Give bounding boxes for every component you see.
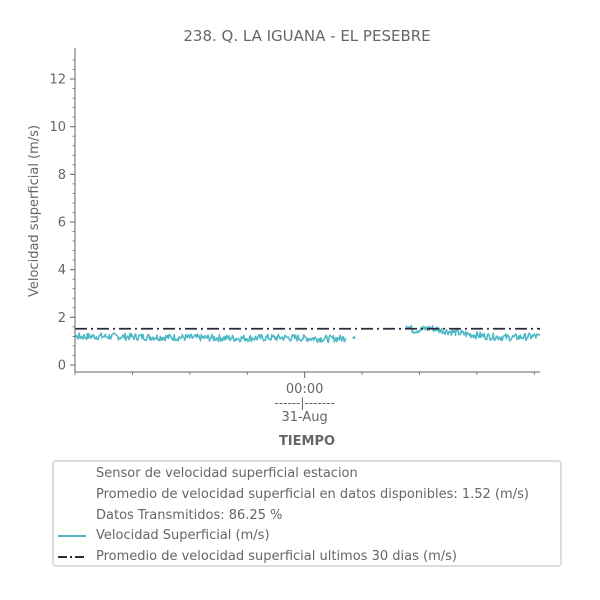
y-tick-label: 4 [58, 263, 66, 278]
velocity-line-segment [75, 332, 347, 344]
y-tick-label: 12 [49, 73, 66, 88]
legend-series-row: Velocidad Superficial (m/s) [54, 526, 560, 546]
y-tick-label: 6 [58, 216, 66, 231]
legend: Sensor de velocidad superficial estacion… [52, 460, 562, 567]
legend-info-row: Promedio de velocidad superficial en dat… [54, 485, 560, 505]
legend-transmitted-text: Datos Transmitidos: 86.25 % [96, 508, 283, 523]
y-axis-label: Velocidad superficial (m/s) [27, 125, 42, 297]
legend-swatch-average [58, 556, 86, 558]
y-tick-label: 10 [49, 120, 66, 135]
chart-title: 238. Q. LA IGUANA - EL PESEBRE [183, 27, 430, 45]
axes-layer: 0 2 4 6 8 10 12 00:00 ------|-------31-Aug [49, 48, 540, 425]
x-axis-label: TIEMPO [279, 434, 335, 449]
velocity-line-segment [405, 324, 540, 342]
chart-area: 238. Q. LA IGUANA - EL PESEBRE Velocidad… [27, 27, 540, 449]
legend-series-row: Promedio de velocidad superficial ultimo… [54, 547, 560, 567]
legend-station-text: Sensor de velocidad superficial estacion [96, 466, 358, 481]
velocity-point [352, 336, 356, 339]
legend-info-row: Datos Transmitidos: 86.25 % [54, 506, 560, 526]
series-group [75, 324, 540, 344]
x-tick-label: 00:00 ------|-------31-Aug [274, 382, 334, 425]
legend-info-row: Sensor de velocidad superficial estacion [54, 464, 560, 484]
legend-velocity-label: Velocidad Superficial (m/s) [96, 528, 270, 543]
y-tick-label: 8 [58, 168, 66, 183]
plot-layer [75, 324, 540, 344]
y-tick-label: 0 [58, 359, 66, 374]
legend-swatch-velocity [58, 535, 86, 537]
y-tick-label: 2 [58, 311, 66, 326]
legend-30day-label: Promedio de velocidad superficial ultimo… [96, 549, 457, 564]
legend-average-text: Promedio de velocidad superficial en dat… [96, 487, 529, 502]
